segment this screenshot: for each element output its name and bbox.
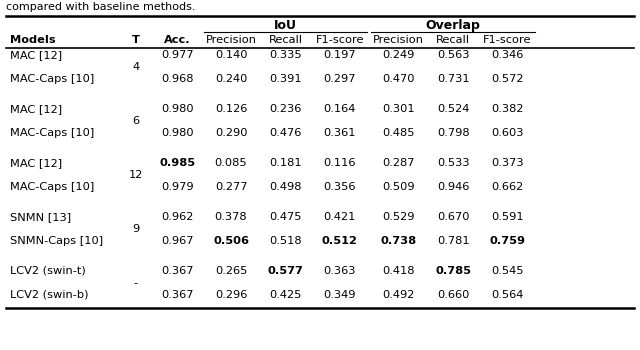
Text: 0.781: 0.781 [437,236,469,246]
Text: 0.346: 0.346 [492,50,524,60]
Text: 0.660: 0.660 [437,290,469,300]
Text: -: - [134,278,138,288]
Text: MAC [12]: MAC [12] [10,104,61,114]
Text: 0.378: 0.378 [215,212,247,222]
Text: 9: 9 [132,224,140,234]
Text: 6: 6 [132,116,140,126]
Text: 0.363: 0.363 [324,266,356,276]
Text: 0.335: 0.335 [269,50,301,60]
Text: 0.277: 0.277 [215,182,247,192]
Text: 0.980: 0.980 [161,104,194,114]
Text: 0.563: 0.563 [437,50,469,60]
Text: 0.798: 0.798 [437,128,469,138]
Text: 0.591: 0.591 [492,212,524,222]
Text: 0.979: 0.979 [161,182,194,192]
Text: 0.418: 0.418 [383,266,415,276]
Text: 0.946: 0.946 [437,182,469,192]
Text: MAC [12]: MAC [12] [10,158,61,168]
Text: Acc.: Acc. [164,35,191,45]
Text: MAC-Caps [10]: MAC-Caps [10] [10,74,94,84]
Text: 0.236: 0.236 [269,104,301,114]
Text: F1-score: F1-score [483,35,532,45]
Text: Recall: Recall [268,35,303,45]
Text: 0.985: 0.985 [159,158,196,168]
Text: SNMN-Caps [10]: SNMN-Caps [10] [10,236,103,246]
Text: MAC [12]: MAC [12] [10,50,61,60]
Text: 0.980: 0.980 [161,128,194,138]
Text: 0.373: 0.373 [492,158,524,168]
Text: 0.968: 0.968 [161,74,194,84]
Text: 0.470: 0.470 [383,74,415,84]
Text: 0.506: 0.506 [213,236,249,246]
Text: 0.475: 0.475 [269,212,301,222]
Text: T: T [132,35,140,45]
Text: 0.240: 0.240 [215,74,247,84]
Text: 0.425: 0.425 [269,290,301,300]
Text: 0.603: 0.603 [492,128,524,138]
Text: 0.662: 0.662 [492,182,524,192]
Text: 0.249: 0.249 [383,50,415,60]
Text: 0.524: 0.524 [437,104,469,114]
Text: 0.785: 0.785 [435,266,471,276]
Text: 0.509: 0.509 [383,182,415,192]
Text: 0.485: 0.485 [383,128,415,138]
Text: 0.545: 0.545 [492,266,524,276]
Text: Precision: Precision [205,35,257,45]
Text: MAC-Caps [10]: MAC-Caps [10] [10,182,94,192]
Text: 0.140: 0.140 [215,50,247,60]
Text: 0.085: 0.085 [215,158,247,168]
Text: 0.197: 0.197 [324,50,356,60]
Text: compared with baseline methods.: compared with baseline methods. [6,2,196,12]
Text: 0.296: 0.296 [215,290,247,300]
Text: LCV2 (swin-b): LCV2 (swin-b) [10,290,88,300]
Text: MAC-Caps [10]: MAC-Caps [10] [10,128,94,138]
Text: 0.116: 0.116 [324,158,356,168]
Text: 0.367: 0.367 [161,266,194,276]
Text: 0.181: 0.181 [269,158,301,168]
Text: 0.498: 0.498 [269,182,301,192]
Text: SNMN [13]: SNMN [13] [10,212,71,222]
Text: 0.382: 0.382 [492,104,524,114]
Text: 0.126: 0.126 [215,104,247,114]
Text: 0.297: 0.297 [324,74,356,84]
Text: 0.512: 0.512 [322,236,358,246]
Text: 0.670: 0.670 [437,212,469,222]
Text: 0.962: 0.962 [161,212,194,222]
Text: 0.564: 0.564 [492,290,524,300]
Text: 0.421: 0.421 [324,212,356,222]
Text: 0.301: 0.301 [383,104,415,114]
Text: 4: 4 [132,62,140,72]
Text: 0.759: 0.759 [490,236,525,246]
Text: F1-score: F1-score [316,35,364,45]
Text: 0.492: 0.492 [383,290,415,300]
Text: Overlap: Overlap [426,19,481,32]
Text: 0.977: 0.977 [161,50,194,60]
Text: 0.731: 0.731 [437,74,469,84]
Text: Models: Models [10,35,55,45]
Text: IoU: IoU [274,19,297,32]
Text: 0.290: 0.290 [215,128,247,138]
Text: Recall: Recall [436,35,470,45]
Text: 0.287: 0.287 [383,158,415,168]
Text: 0.356: 0.356 [324,182,356,192]
Text: 0.533: 0.533 [437,158,469,168]
Text: 0.164: 0.164 [324,104,356,114]
Text: 0.349: 0.349 [324,290,356,300]
Text: LCV2 (swin-t): LCV2 (swin-t) [10,266,85,276]
Text: 0.967: 0.967 [161,236,194,246]
Text: 0.572: 0.572 [492,74,524,84]
Text: Precision: Precision [373,35,424,45]
Text: 0.391: 0.391 [269,74,301,84]
Text: 0.577: 0.577 [268,266,303,276]
Text: 0.518: 0.518 [269,236,301,246]
Text: 0.476: 0.476 [269,128,301,138]
Text: 0.738: 0.738 [381,236,417,246]
Text: 0.361: 0.361 [324,128,356,138]
Text: 0.265: 0.265 [215,266,247,276]
Text: 0.367: 0.367 [161,290,194,300]
Text: 0.529: 0.529 [383,212,415,222]
Text: 12: 12 [129,170,143,180]
